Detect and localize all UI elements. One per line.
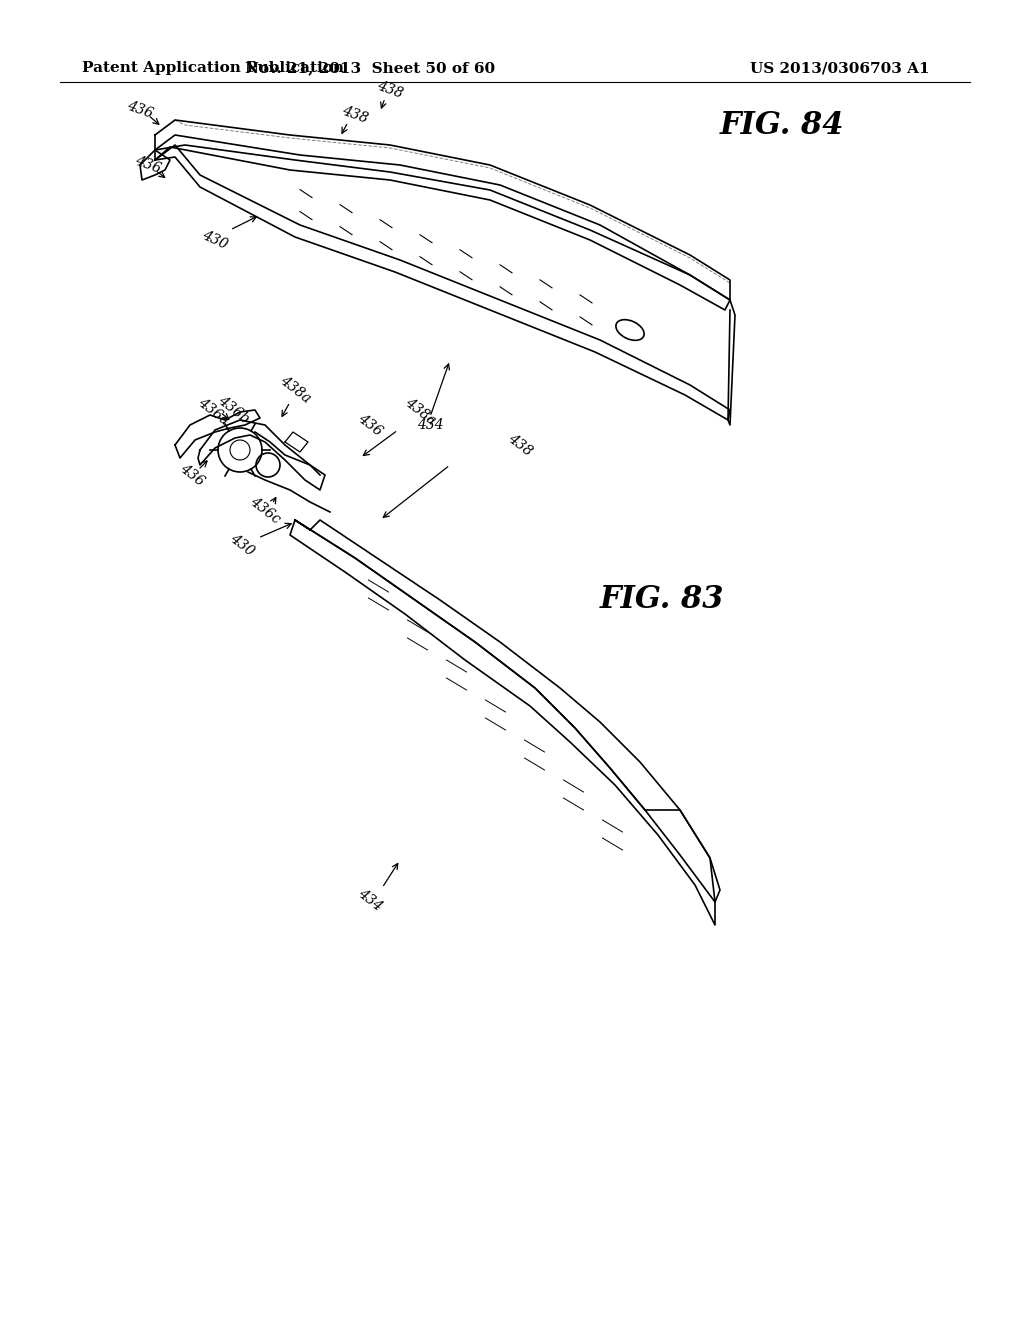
Text: 436: 436 <box>125 99 155 121</box>
Text: 436a: 436a <box>195 396 231 428</box>
Text: 430: 430 <box>227 531 257 558</box>
Text: Nov. 21, 2013  Sheet 50 of 60: Nov. 21, 2013 Sheet 50 of 60 <box>245 61 495 75</box>
Text: 436c: 436c <box>247 494 283 527</box>
Text: 434: 434 <box>417 418 443 432</box>
Text: 434: 434 <box>355 886 385 913</box>
Text: 438a: 438a <box>402 396 438 428</box>
Text: 438: 438 <box>375 79 404 102</box>
Text: 436: 436 <box>133 154 163 176</box>
Text: 436: 436 <box>177 461 207 488</box>
Text: FIG. 84: FIG. 84 <box>720 110 845 140</box>
Text: 436: 436 <box>355 412 385 438</box>
Text: FIG. 83: FIG. 83 <box>600 585 725 615</box>
Text: US 2013/0306703 A1: US 2013/0306703 A1 <box>750 61 930 75</box>
Text: Patent Application Publication: Patent Application Publication <box>82 61 344 75</box>
Text: 438: 438 <box>340 104 370 127</box>
Text: 438a: 438a <box>276 374 313 407</box>
Text: 436b: 436b <box>215 393 251 426</box>
Text: 430: 430 <box>200 228 230 252</box>
Text: 438: 438 <box>505 432 535 459</box>
